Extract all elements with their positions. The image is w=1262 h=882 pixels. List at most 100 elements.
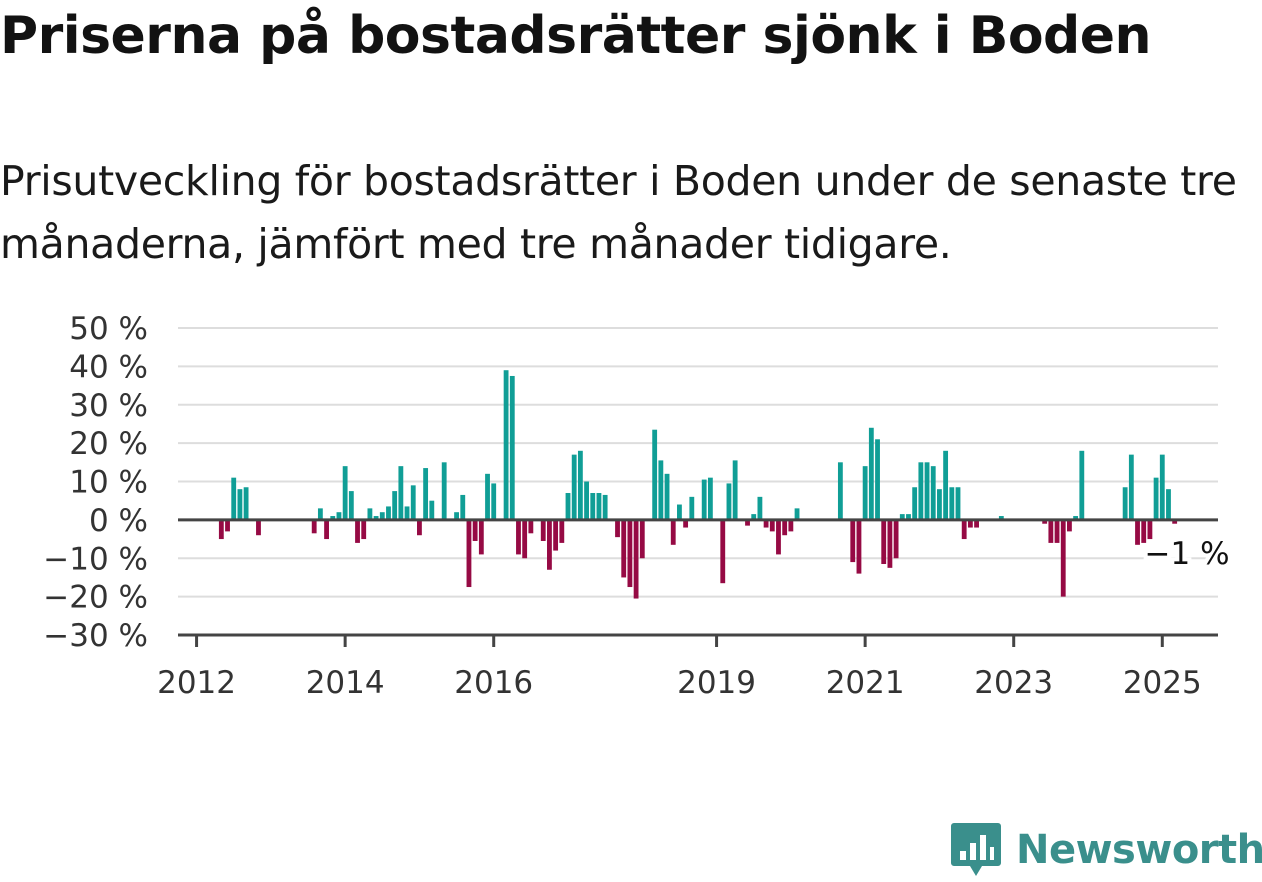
newsworthy-logo: Newsworthy	[950, 818, 1262, 882]
bar	[639, 519, 645, 559]
bar	[1135, 519, 1140, 545]
bar	[367, 508, 373, 520]
bar	[1054, 519, 1060, 543]
y-tick-label: 30 %	[69, 388, 148, 424]
bar	[930, 466, 936, 520]
bar	[769, 519, 775, 532]
bar	[590, 493, 596, 520]
x-axis-labels: 2012 2014 2016 2019 2021 2023 2025	[157, 635, 1202, 701]
annotation: −1 %	[1141, 532, 1234, 576]
bar	[745, 519, 750, 526]
bar	[887, 519, 893, 568]
bar	[868, 427, 874, 520]
bar	[1153, 477, 1159, 520]
bar	[417, 519, 422, 536]
bar	[881, 519, 887, 565]
bar	[943, 450, 949, 520]
bar	[658, 460, 664, 520]
latest-value-label: −1 %	[1145, 536, 1230, 572]
bar	[1042, 519, 1048, 524]
y-tick-label: 10 %	[69, 465, 148, 501]
x-tick-label: 2025	[1123, 665, 1202, 701]
bar	[974, 519, 979, 528]
bar	[559, 519, 565, 543]
bar	[1128, 454, 1134, 520]
bar	[720, 519, 726, 584]
bar	[317, 508, 323, 520]
bar	[336, 512, 342, 520]
y-tick-label: 0 %	[89, 503, 148, 539]
x-tick-label: 2016	[454, 665, 533, 701]
bar	[485, 473, 490, 520]
chart-subtitle: Prisutveckling för bostadsrätter i Boden…	[0, 157, 1237, 268]
bar	[379, 512, 385, 520]
bar	[875, 439, 880, 520]
bar	[311, 519, 317, 534]
x-tick-label: 2014	[306, 665, 385, 701]
bar	[398, 466, 404, 520]
bar	[243, 487, 249, 520]
brand-name: Newsworthy	[1016, 827, 1262, 873]
bar	[726, 483, 732, 520]
bar	[472, 519, 478, 541]
bar	[460, 494, 466, 520]
bar	[906, 514, 911, 520]
y-tick-label: −20 %	[43, 580, 148, 616]
bar	[386, 506, 391, 520]
bar	[540, 519, 546, 541]
bar	[856, 519, 862, 574]
bar	[330, 516, 336, 520]
bar	[348, 491, 354, 520]
bar	[509, 375, 515, 520]
bar	[707, 477, 713, 520]
bar	[602, 494, 608, 520]
y-tick-label: 20 %	[69, 426, 148, 462]
bar	[751, 514, 757, 520]
bar	[516, 519, 521, 555]
y-tick-label: −30 %	[43, 618, 148, 654]
bar	[1079, 450, 1085, 520]
bar	[664, 473, 670, 520]
bar	[1060, 519, 1066, 597]
bar	[571, 454, 577, 520]
bar	[1166, 489, 1171, 520]
bar	[794, 508, 800, 520]
bar	[404, 506, 410, 520]
bar	[454, 512, 459, 520]
bar	[355, 519, 360, 543]
bar	[392, 491, 398, 520]
bar	[757, 496, 763, 520]
bar	[683, 519, 689, 528]
bar	[522, 519, 528, 559]
bar	[1159, 454, 1165, 520]
bar	[912, 487, 918, 520]
bar	[1172, 519, 1178, 524]
y-tick-label: 50 %	[69, 311, 148, 347]
bar	[615, 519, 620, 538]
bar	[782, 519, 788, 536]
bar	[373, 516, 379, 520]
bar	[670, 519, 676, 545]
bar	[937, 489, 942, 520]
bar-chart: −30 %−20 %−10 %0 %10 %20 %30 %40 %50 % 2…	[43, 311, 1234, 701]
bar	[423, 468, 429, 520]
bar	[732, 460, 738, 520]
bar	[701, 479, 707, 520]
bar	[441, 462, 447, 520]
bar	[577, 450, 583, 520]
bar	[218, 519, 224, 540]
bar	[689, 496, 695, 520]
bar	[998, 516, 1004, 520]
bar	[1141, 519, 1147, 543]
bar	[1067, 519, 1072, 532]
gridlines	[178, 327, 1218, 598]
bar	[955, 487, 961, 520]
y-axis-labels: −30 %−20 %−10 %0 %10 %20 %30 %40 %50 %	[43, 311, 148, 654]
bar	[850, 519, 856, 563]
bar-series	[218, 370, 1178, 599]
bar	[584, 481, 589, 520]
bar	[528, 519, 534, 534]
bar	[1122, 487, 1128, 520]
bar	[1147, 519, 1153, 540]
x-tick-label: 2023	[974, 665, 1053, 701]
